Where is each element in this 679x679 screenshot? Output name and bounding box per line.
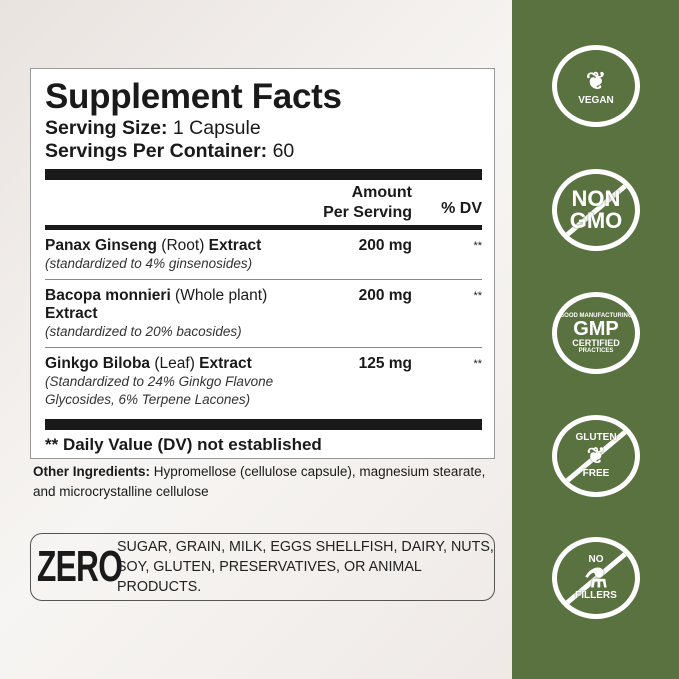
servings-per-container: Servings Per Container: 60	[45, 140, 295, 162]
zero-list: SUGAR, GRAIN, MILK, EGGS SHELLFISH, DAIR…	[117, 539, 494, 595]
ingredient-name: Ginkgo Biloba (Leaf) Extract (Standardize…	[45, 355, 274, 407]
badge-certified: GOOD MANUFACTURING GMP CERTIFIED PRACTICES	[552, 292, 640, 374]
supplement-facts-label: Supplement Facts Serving Size: 1 Capsule…	[30, 68, 495, 459]
divider-thick	[45, 169, 482, 180]
badge-fillers: NO ⚗ FILLERS	[552, 537, 640, 619]
wheat-icon: ❦	[585, 67, 607, 95]
ingredient-dv: **	[473, 290, 482, 302]
zero-heading: ZERO	[37, 542, 123, 591]
footnote: ** Daily Value (DV) not established	[45, 435, 322, 454]
ingredient-dv: **	[473, 240, 482, 252]
ingredient-dv: **	[473, 358, 482, 370]
ingredient-name: Bacopa monnieri (Whole plant) Extract (st…	[45, 287, 268, 339]
serving-size: Serving Size: 1 Capsule	[45, 117, 261, 139]
flask-icon: ⚗	[584, 563, 608, 593]
divider-thick	[45, 419, 482, 430]
label-title: Supplement Facts	[45, 77, 342, 116]
wheat-icon: ❦	[586, 443, 606, 468]
ingredient-amount: 125 mg	[358, 355, 412, 372]
badge-vegan: ❦ VEGAN	[552, 45, 640, 127]
divider-medium	[45, 225, 482, 230]
other-ingredients: Other Ingredients: Hypromellose (cellulo…	[33, 464, 486, 499]
ingredient-row: Ginkgo Biloba (Leaf) Extract (Standardize…	[45, 348, 482, 415]
column-header: Amount Per Serving % DV	[323, 184, 482, 221]
ingredient-row: Panax Ginseng (Root) Extract (standardize…	[45, 230, 482, 280]
ingredient-amount: 200 mg	[358, 287, 412, 304]
zero-box: ZERO SUGAR, GRAIN, MILK, EGGS SHELLFISH,…	[30, 533, 495, 601]
badge-free: GLUTEN ❦ FREE	[552, 415, 640, 497]
ingredient-name: Panax Ginseng (Root) Extract (standardize…	[45, 237, 262, 271]
badge-gmo: NON GMO	[552, 169, 640, 251]
ingredient-amount: 200 mg	[358, 237, 412, 254]
ingredient-row: Bacopa monnieri (Whole plant) Extract (st…	[45, 280, 482, 348]
